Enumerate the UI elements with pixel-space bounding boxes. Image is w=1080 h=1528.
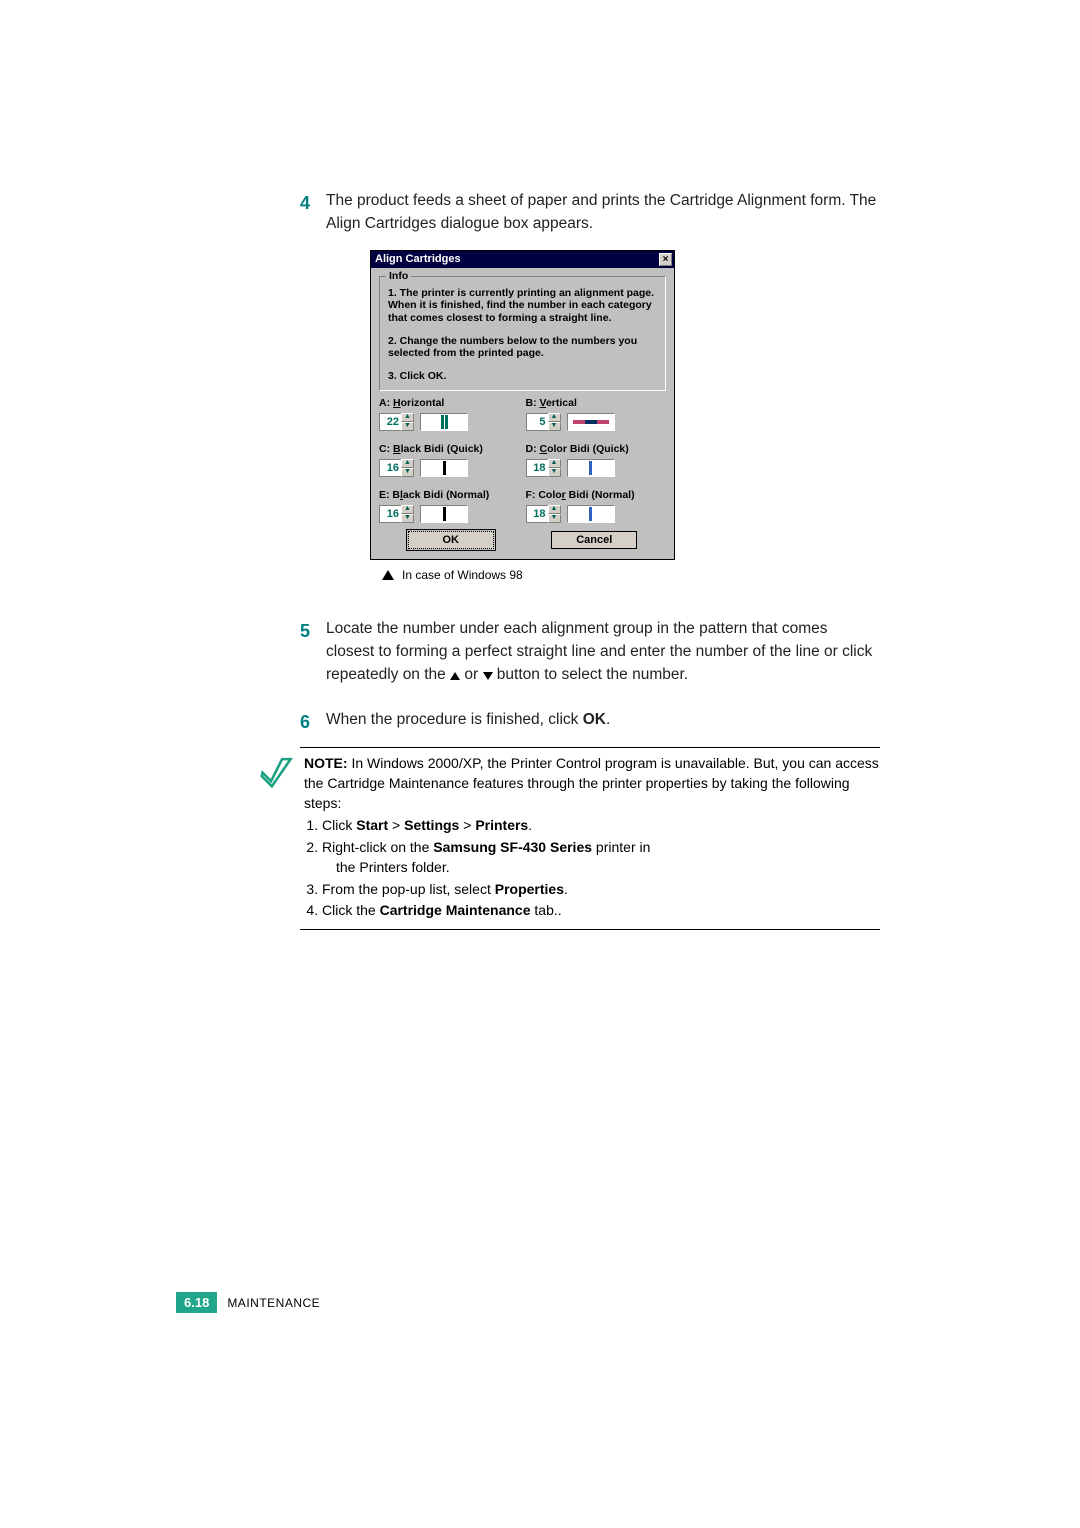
- step-6: 6 When the procedure is finished, click …: [300, 709, 880, 735]
- dialog-caption: In case of Windows 98: [382, 568, 880, 582]
- field-f-spinner[interactable]: 18 ▲▼: [526, 505, 561, 523]
- field-d-label: D: Color Bidi (Quick): [526, 443, 667, 455]
- ok-button[interactable]: OK: [408, 531, 494, 549]
- dialog-button-row: OK Cancel: [379, 531, 666, 549]
- alignment-grid: A: Horizontal 22 ▲▼: [379, 397, 666, 523]
- note-label: NOTE:: [304, 755, 348, 771]
- field-c-spinner[interactable]: 16 ▲▼: [379, 459, 414, 477]
- field-d: D: Color Bidi (Quick) 18 ▲▼: [526, 443, 667, 477]
- step-5: 5 Locate the number under each alignment…: [300, 618, 880, 687]
- page-footer: 6.18 MAINTENANCE: [176, 1292, 320, 1313]
- spin-up-icon[interactable]: ▲: [401, 459, 414, 468]
- field-f-preview: [567, 505, 615, 523]
- spin-up-icon[interactable]: ▲: [548, 459, 561, 468]
- field-e-spinner[interactable]: 16 ▲▼: [379, 505, 414, 523]
- spin-up-icon[interactable]: ▲: [401, 413, 414, 422]
- note-rule-bottom: [300, 929, 880, 930]
- page-content: 4 The product feeds a sheet of paper and…: [300, 190, 880, 930]
- spin-down-icon[interactable]: ▼: [401, 514, 414, 523]
- field-b-preview: [567, 413, 615, 431]
- field-f-value[interactable]: 18: [526, 505, 548, 523]
- spin-up-icon[interactable]: ▲: [401, 505, 414, 514]
- field-c-label: C: Black Bidi (Quick): [379, 443, 520, 455]
- checkmark-icon: [260, 754, 294, 788]
- page-number: 6.18: [176, 1292, 217, 1313]
- step-4: 4 The product feeds a sheet of paper and…: [300, 190, 880, 236]
- field-a-value[interactable]: 22: [379, 413, 401, 431]
- spin-down-icon[interactable]: ▼: [548, 422, 561, 431]
- note-body: NOTE: In Windows 2000/XP, the Printer Co…: [304, 754, 880, 923]
- note-item-3: From the pop-up list, select Properties.: [322, 880, 880, 900]
- field-b-spinner[interactable]: 5 ▲▼: [526, 413, 561, 431]
- field-a-label: A: Horizontal: [379, 397, 520, 409]
- cancel-button[interactable]: Cancel: [551, 531, 637, 549]
- note-list: Click Start > Settings > Printers. Right…: [304, 816, 880, 921]
- dialog-screenshot: Align Cartridges × Info 1. The printer i…: [370, 250, 880, 561]
- note-intro: In Windows 2000/XP, the Printer Control …: [304, 755, 879, 811]
- field-e-value[interactable]: 16: [379, 505, 401, 523]
- note-item-2: Right-click on the Samsung SF-430 Series…: [322, 838, 880, 878]
- field-e: E: Black Bidi (Normal) 16 ▲▼: [379, 489, 520, 523]
- info-groupbox: Info 1. The printer is currently printin…: [379, 276, 666, 392]
- spin-down-icon[interactable]: ▼: [401, 422, 414, 431]
- align-cartridges-dialog: Align Cartridges × Info 1. The printer i…: [370, 250, 675, 561]
- triangle-down-icon: [483, 672, 493, 680]
- step-5-text: Locate the number under each alignment g…: [326, 618, 880, 687]
- step-4-text: The product feeds a sheet of paper and p…: [326, 190, 880, 236]
- field-b-label: B: Vertical: [526, 397, 667, 409]
- note-icon: [260, 754, 294, 923]
- note-block: NOTE: In Windows 2000/XP, the Printer Co…: [300, 747, 880, 930]
- step-5-number: 5: [300, 618, 326, 687]
- field-f: F: Color Bidi (Normal) 18 ▲▼: [526, 489, 667, 523]
- spin-up-icon[interactable]: ▲: [548, 505, 561, 514]
- triangle-up-icon: [450, 672, 460, 680]
- field-e-preview: [420, 505, 468, 523]
- note-item-1: Click Start > Settings > Printers.: [322, 816, 880, 836]
- dialog-body: Info 1. The printer is currently printin…: [371, 268, 674, 560]
- info-p2: 2. Change the numbers below to the numbe…: [388, 335, 657, 360]
- spin-down-icon[interactable]: ▼: [548, 468, 561, 477]
- step-4-number: 4: [300, 190, 326, 236]
- spin-up-icon[interactable]: ▲: [548, 413, 561, 422]
- field-d-value[interactable]: 18: [526, 459, 548, 477]
- field-b: B: Vertical 5 ▲▼: [526, 397, 667, 431]
- step-6-text: When the procedure is finished, click OK…: [326, 709, 610, 735]
- field-d-preview: [567, 459, 615, 477]
- step-6-number: 6: [300, 709, 326, 735]
- info-p3: 3. Click OK.: [388, 370, 657, 383]
- info-legend: Info: [386, 270, 411, 282]
- spin-down-icon[interactable]: ▼: [401, 468, 414, 477]
- field-b-value[interactable]: 5: [526, 413, 548, 431]
- close-icon[interactable]: ×: [659, 253, 672, 266]
- footer-label: MAINTENANCE: [227, 1296, 320, 1310]
- spin-down-icon[interactable]: ▼: [548, 514, 561, 523]
- field-c: C: Black Bidi (Quick) 16 ▲▼: [379, 443, 520, 477]
- field-c-preview: [420, 459, 468, 477]
- info-p1: 1. The printer is currently printing an …: [388, 287, 657, 325]
- note-item-4: Click the Cartridge Maintenance tab..: [322, 901, 880, 921]
- field-c-value[interactable]: 16: [379, 459, 401, 477]
- caption-text: In case of Windows 98: [402, 568, 523, 582]
- triangle-up-icon: [382, 570, 394, 580]
- field-f-label: F: Color Bidi (Normal): [526, 489, 667, 501]
- field-a: A: Horizontal 22 ▲▼: [379, 397, 520, 431]
- field-a-spinner[interactable]: 22 ▲▼: [379, 413, 414, 431]
- field-e-label: E: Black Bidi (Normal): [379, 489, 520, 501]
- field-a-preview: [420, 413, 468, 431]
- dialog-title: Align Cartridges: [375, 253, 461, 265]
- dialog-titlebar: Align Cartridges ×: [371, 251, 674, 268]
- note-rule-top: [300, 747, 880, 748]
- field-d-spinner[interactable]: 18 ▲▼: [526, 459, 561, 477]
